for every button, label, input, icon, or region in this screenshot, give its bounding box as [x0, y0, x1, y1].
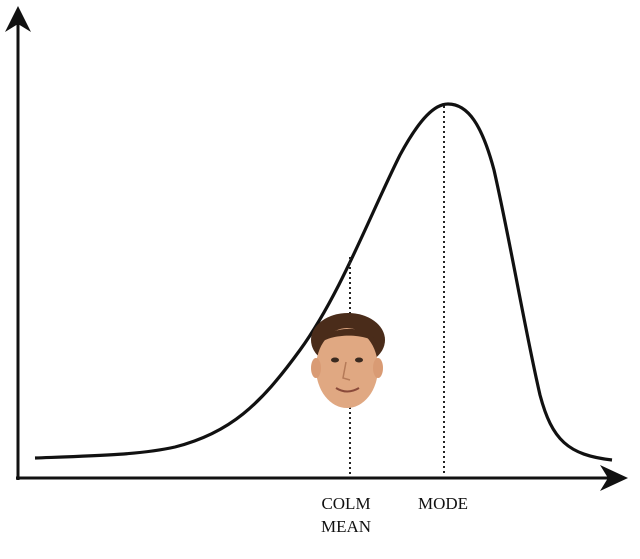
mode-label: MODE [418, 494, 468, 513]
x-arrowhead [600, 465, 628, 491]
mean-label: COLM [321, 494, 370, 513]
y-arrowhead [5, 6, 31, 32]
mean-label: MEAN [321, 517, 371, 536]
face [311, 313, 385, 408]
distribution-curve [34, 102, 613, 462]
